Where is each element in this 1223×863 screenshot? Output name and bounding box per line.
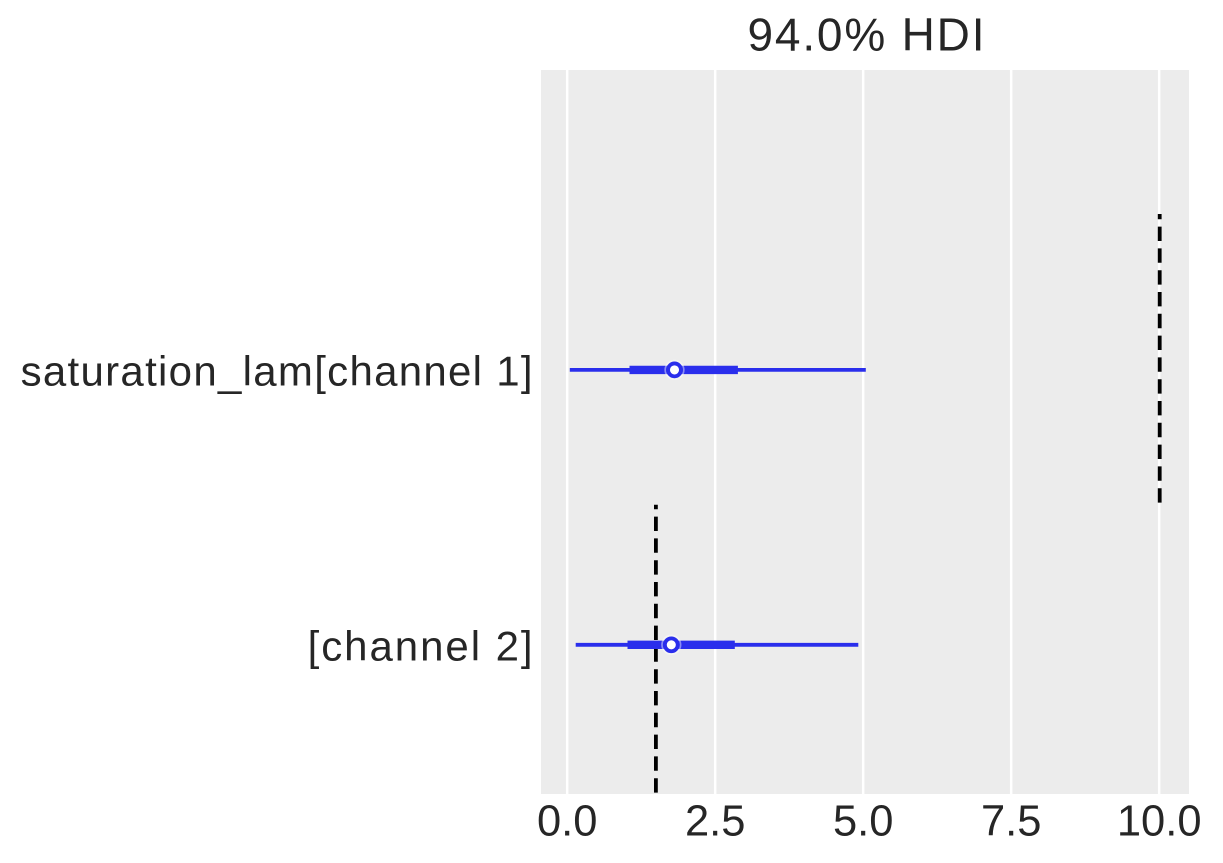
svg-text:[channel 2]: [channel 2] bbox=[308, 623, 533, 670]
svg-text:0.0: 0.0 bbox=[537, 797, 597, 845]
svg-text:2.5: 2.5 bbox=[685, 797, 745, 845]
svg-text:7.5: 7.5 bbox=[981, 797, 1041, 845]
svg-text:94.0% HDI: 94.0% HDI bbox=[748, 9, 985, 61]
svg-text:saturation_lam[channel 1]: saturation_lam[channel 1] bbox=[21, 348, 533, 395]
svg-text:5.0: 5.0 bbox=[833, 797, 893, 845]
svg-text:10.0: 10.0 bbox=[1117, 797, 1202, 845]
